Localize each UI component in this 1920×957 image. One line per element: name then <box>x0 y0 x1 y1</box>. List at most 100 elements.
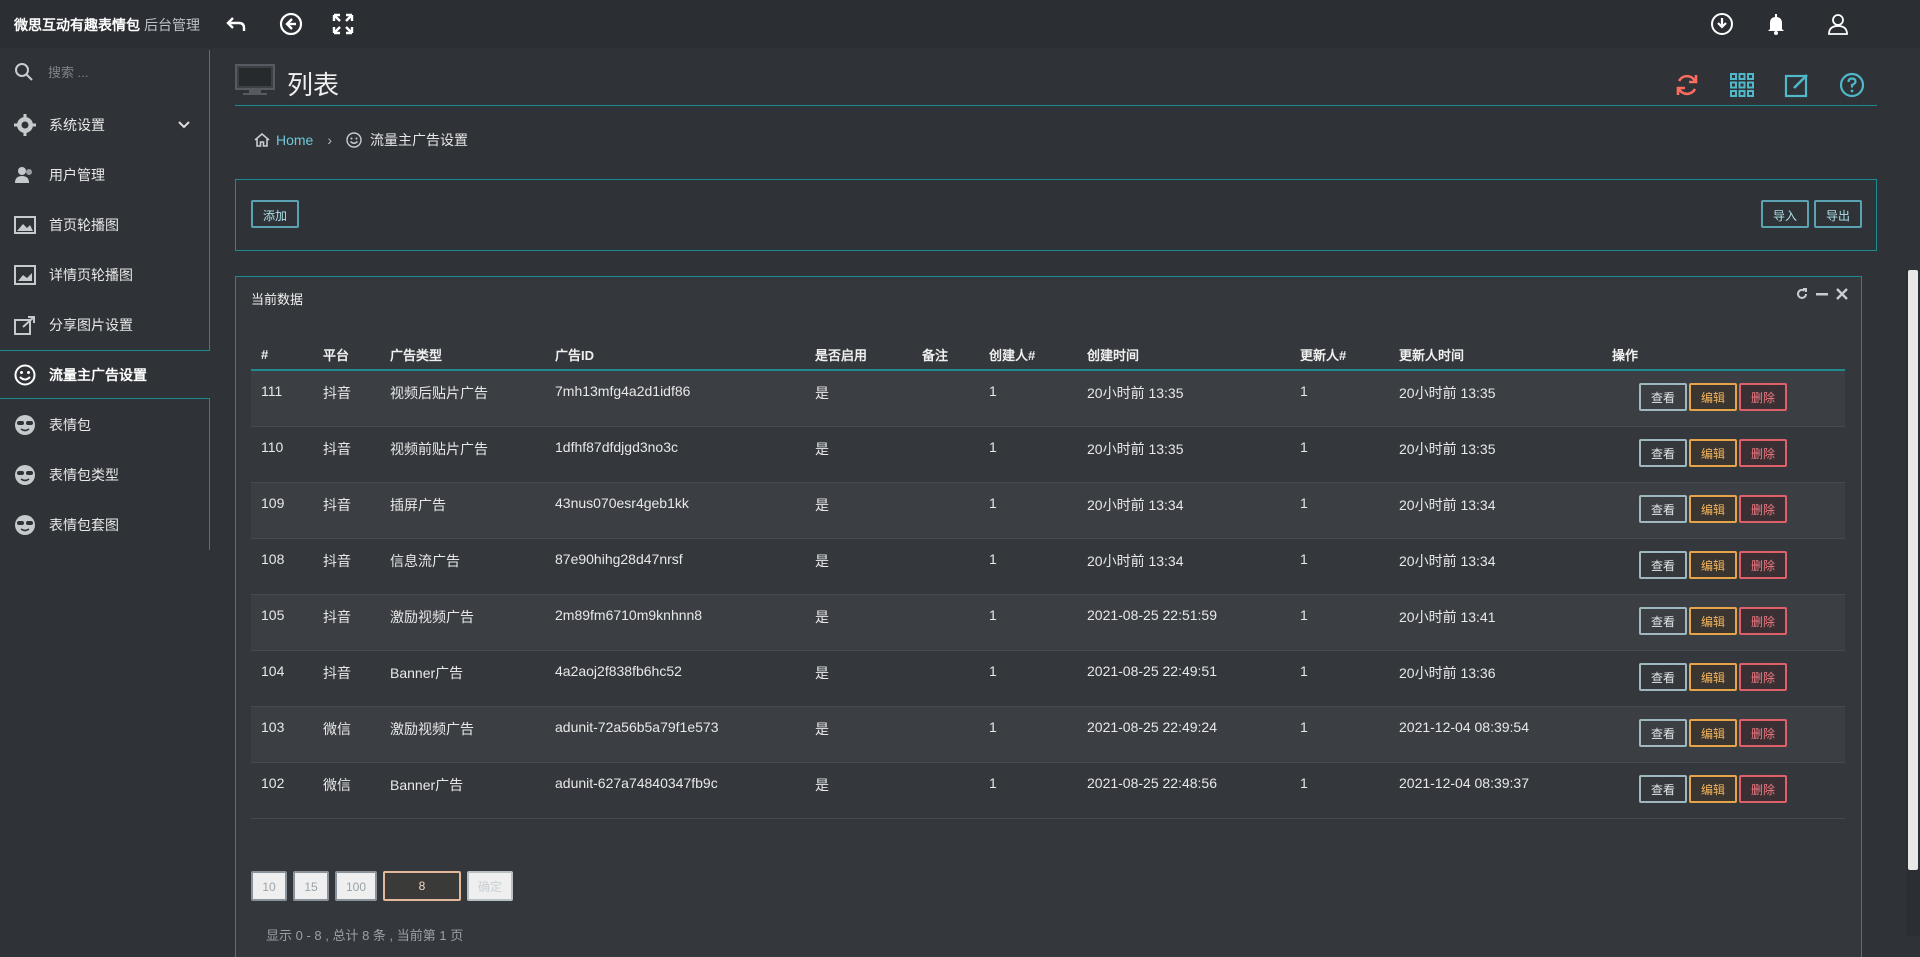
sidebar-item-system-settings[interactable]: 系统设置 <box>0 100 210 150</box>
page-title: 列表 <box>287 70 340 100</box>
page-scrollbar[interactable] <box>1906 270 1920 936</box>
column-header[interactable]: 创建人# <box>979 339 1077 371</box>
sidebar-item-home-carousel[interactable]: 首页轮播图 <box>0 200 210 250</box>
delete-button[interactable]: 删除 <box>1739 606 1788 635</box>
app-title: 微思互动有趣表情包 <box>14 17 140 33</box>
column-header[interactable]: # <box>251 339 313 371</box>
cell-updater: 1 <box>1290 370 1389 427</box>
edit-button[interactable]: 编辑 <box>1689 718 1738 747</box>
users-icon <box>13 163 37 187</box>
help-icon[interactable] <box>1837 70 1867 100</box>
column-header: 操作 <box>1602 339 1845 371</box>
page-number-input[interactable] <box>383 871 461 901</box>
sidebar-item-share-image[interactable]: 分享图片设置 <box>0 300 210 350</box>
view-button[interactable]: 查看 <box>1639 438 1688 467</box>
cell-creator: 1 <box>979 706 1077 763</box>
close-icon[interactable] <box>1835 287 1849 301</box>
table-row: 104 抖音 Banner广告 4a2aoj2f838fb6hc52 是 1 2021-08… <box>251 650 1845 707</box>
edit-button[interactable]: 编辑 <box>1689 494 1738 523</box>
sidebar-item-sticker-types[interactable]: 表情包类型 <box>0 450 210 500</box>
edit-button[interactable]: 编辑 <box>1689 774 1738 803</box>
scrollbar-thumb[interactable] <box>1908 270 1918 870</box>
cell-creator: 1 <box>979 482 1077 539</box>
smile-icon <box>13 363 37 387</box>
brand[interactable]: 微思互动有趣表情包 后台管理 <box>14 15 200 35</box>
cell-created: 20小时前 13:35 <box>1077 370 1290 427</box>
column-header[interactable]: 更新人# <box>1290 339 1389 371</box>
export-button[interactable]: 导出 <box>1814 200 1863 228</box>
refresh-icon[interactable] <box>1672 70 1702 100</box>
sidebar-item-detail-carousel[interactable]: 详情页轮播图 <box>0 250 210 300</box>
page-size-option[interactable]: 15 <box>293 871 329 901</box>
page-size-option[interactable]: 100 <box>335 871 377 901</box>
minimize-icon[interactable] <box>1815 287 1829 301</box>
back-circle-icon[interactable] <box>277 10 305 38</box>
cell-creator: 1 <box>979 762 1077 819</box>
user-icon[interactable] <box>1824 10 1852 38</box>
edit-icon[interactable] <box>1782 70 1812 100</box>
view-button[interactable]: 查看 <box>1639 718 1688 747</box>
view-button[interactable]: 查看 <box>1639 383 1688 411</box>
cell-updater: 1 <box>1290 482 1389 539</box>
page-size-option[interactable]: 10 <box>251 871 287 901</box>
column-header[interactable]: 是否启用 <box>805 339 912 371</box>
reload-icon[interactable] <box>1795 287 1809 301</box>
app-subtitle: 后台管理 <box>144 17 200 33</box>
sunglasses-face-icon <box>13 463 37 487</box>
cell-note <box>912 650 979 707</box>
edit-button[interactable]: 编辑 <box>1689 550 1738 579</box>
delete-button[interactable]: 删除 <box>1739 550 1788 579</box>
edit-button[interactable]: 编辑 <box>1689 438 1738 467</box>
column-header[interactable]: 更新人时间 <box>1389 339 1602 371</box>
row-actions: 查看 编辑 删除 <box>1602 482 1845 539</box>
cell-id: 108 <box>251 538 313 595</box>
column-header[interactable]: 平台 <box>313 339 380 371</box>
view-button[interactable]: 查看 <box>1639 550 1688 579</box>
edit-button[interactable]: 编辑 <box>1689 606 1738 635</box>
cell-creator: 1 <box>979 370 1077 427</box>
bell-icon[interactable] <box>1762 10 1790 38</box>
grid-icon[interactable] <box>1727 70 1757 100</box>
delete-button[interactable]: 删除 <box>1739 662 1788 691</box>
table-row: 109 抖音 插屏广告 43nus070esr4geb1kk 是 1 20小时前 13:34… <box>251 482 1845 539</box>
view-button[interactable]: 查看 <box>1639 662 1688 691</box>
import-button[interactable]: 导入 <box>1761 200 1810 228</box>
sidebar-item-sticker-sets[interactable]: 表情包套图 <box>0 500 210 550</box>
view-button[interactable]: 查看 <box>1639 494 1688 523</box>
image-grid-icon <box>13 263 37 287</box>
column-header[interactable]: 广告ID <box>545 339 805 371</box>
delete-button[interactable]: 删除 <box>1739 718 1788 747</box>
sidebar-item-user-management[interactable]: 用户管理 <box>0 150 210 200</box>
table-header-row: # 平台 广告类型 广告ID 是否启用 备注 创建人# 创建时间 更新人# 更新… <box>251 339 1845 371</box>
download-circle-icon[interactable] <box>1708 10 1736 38</box>
sidebar-item-stickers[interactable]: 表情包 <box>0 400 210 450</box>
undo-icon[interactable] <box>222 10 250 38</box>
delete-button[interactable]: 删除 <box>1739 383 1788 411</box>
cell-enabled: 是 <box>805 650 912 707</box>
sidebar-item-ad-settings[interactable]: 流量主广告设置 <box>0 350 210 400</box>
cell-id: 104 <box>251 650 313 707</box>
cell-note <box>912 482 979 539</box>
fullscreen-icon[interactable] <box>329 10 357 38</box>
column-header[interactable]: 创建时间 <box>1077 339 1290 371</box>
breadcrumb-home-link[interactable]: Home <box>276 132 314 148</box>
edit-button[interactable]: 编辑 <box>1689 383 1738 411</box>
sidebar-item-label: 首页轮播图 <box>49 217 119 233</box>
page-confirm-button[interactable]: 确定 <box>467 871 513 901</box>
cell-ad-id: 1dfhf87dfdjgd3no3c <box>545 426 805 483</box>
view-button[interactable]: 查看 <box>1639 606 1688 635</box>
edit-button[interactable]: 编辑 <box>1689 662 1738 691</box>
delete-button[interactable]: 删除 <box>1739 494 1788 523</box>
delete-button[interactable]: 删除 <box>1739 774 1788 803</box>
view-button[interactable]: 查看 <box>1639 774 1688 803</box>
column-header[interactable]: 广告类型 <box>380 339 545 371</box>
cell-id: 103 <box>251 706 313 763</box>
delete-button[interactable]: 删除 <box>1739 438 1788 467</box>
row-actions: 查看 编辑 删除 <box>1602 538 1845 595</box>
pagination-summary: 显示 0 - 8 , 总计 8 条 , 当前第 1 页 <box>266 928 464 943</box>
data-table: # 平台 广告类型 广告ID 是否启用 备注 创建人# 创建时间 更新人# 更新… <box>251 339 1845 819</box>
search-input[interactable] <box>46 63 190 81</box>
add-button[interactable]: 添加 <box>251 200 300 228</box>
column-header[interactable]: 备注 <box>912 339 979 371</box>
search-icon <box>15 63 33 81</box>
